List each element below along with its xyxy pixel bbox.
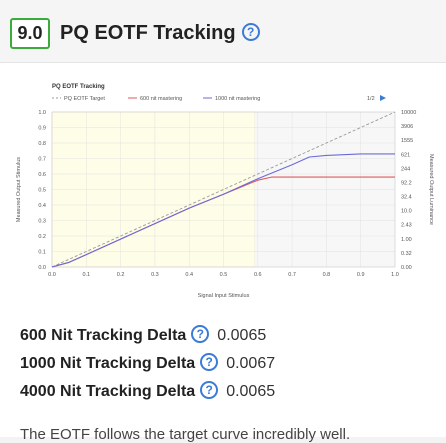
- y2-tick-label: 3906: [401, 124, 413, 130]
- description-text: The EOTF follows the target curve incred…: [20, 426, 351, 443]
- y2-tick-label: 0.00: [401, 265, 412, 271]
- y-tick-label: 0.7: [38, 157, 46, 163]
- y2-tick-label: 10.0: [401, 209, 412, 215]
- x-tick-label: 0.1: [82, 272, 90, 278]
- section-header: 9.0 PQ EOTF Tracking?: [0, 0, 446, 63]
- metric-label: 600 Nit Tracking Delta: [20, 327, 187, 344]
- metric-1000-nit: 1000 Nit Tracking Delta? 0.0067: [20, 350, 275, 378]
- legend-label: 600 nit mastering: [140, 96, 182, 102]
- x-axis-label: Signal Input Stimulus: [198, 293, 250, 299]
- series-line-0: [51, 111, 396, 268]
- next-page-icon[interactable]: [380, 95, 386, 101]
- section-title: PQ EOTF Tracking?: [60, 19, 260, 47]
- y-tick-label: 0.0: [38, 265, 46, 271]
- eotf-chart: PQ EOTF Tracking PQ EOTF Target 600 nit ma…: [10, 74, 434, 314]
- y-tick-label: 0.2: [38, 234, 46, 240]
- metric-600-nit: 600 Nit Tracking Delta? 0.0065: [20, 322, 275, 350]
- y-tick-label: 0.4: [38, 203, 46, 209]
- y2-tick-label: 10000: [401, 110, 416, 116]
- y-tick-label: 0.9: [38, 126, 46, 132]
- y2-tick-label: 32.4: [401, 195, 412, 201]
- plot-frame: [51, 111, 396, 268]
- x-tick-label: 0.6: [254, 272, 262, 278]
- y-tick-label: 0.8: [38, 141, 46, 147]
- y2-tick-label: 1555: [401, 138, 413, 144]
- x-tick-label: 0.2: [117, 272, 125, 278]
- help-icon[interactable]: ?: [200, 380, 219, 399]
- legend-label: 1000 nit mastering: [215, 96, 260, 102]
- x-tick-label: 0.5: [220, 272, 228, 278]
- metric-value: 0.0067: [226, 355, 276, 372]
- y2-tick-label: 2.43: [401, 223, 412, 229]
- metric-4000-nit: 4000 Nit Tracking Delta? 0.0065: [20, 378, 275, 406]
- chart-title: PQ EOTF Tracking: [52, 84, 105, 90]
- help-icon[interactable]: ?: [241, 22, 260, 41]
- eotf-chart-svg: PQ EOTF Tracking PQ EOTF Target 600 nit ma…: [16, 84, 434, 299]
- score-badge: 9.0: [10, 18, 50, 49]
- y2-tick-label: 0.32: [401, 251, 412, 257]
- y-tick-label: 0.6: [38, 172, 46, 178]
- help-icon[interactable]: ?: [200, 352, 219, 371]
- y-tick-label: 0.5: [38, 188, 46, 194]
- y-tick-label: 0.3: [38, 219, 46, 225]
- x-tick-label: 1.0: [391, 272, 399, 278]
- metric-value: 0.0065: [217, 327, 267, 344]
- x-tick-label: 0.4: [185, 272, 193, 278]
- y2-tick-label: 244: [401, 166, 410, 172]
- x-tick-label: 0.9: [357, 272, 365, 278]
- x-tick-label: 0.0: [48, 272, 56, 278]
- y-axis-label: Measured Output Stimulus: [16, 157, 22, 222]
- y2-tick-label: 92.2: [401, 180, 412, 186]
- metrics-list: 600 Nit Tracking Delta? 0.0065 1000 Nit T…: [20, 322, 275, 406]
- x-tick-label: 0.8: [323, 272, 331, 278]
- x-tick-label: 0.7: [288, 272, 296, 278]
- y-tick-label: 1.0: [38, 110, 46, 116]
- help-icon[interactable]: ?: [191, 324, 210, 343]
- y-tick-label: 0.1: [38, 250, 46, 256]
- x-tick-label: 0.3: [151, 272, 159, 278]
- metric-label: 1000 Nit Tracking Delta: [20, 355, 196, 372]
- chart-page-indicator: 1/2: [367, 96, 375, 102]
- legend-label: PQ EOTF Target: [64, 96, 105, 102]
- section-title-text: PQ EOTF Tracking: [60, 22, 236, 44]
- y2-tick-label: 621: [401, 152, 410, 158]
- y2-tick-label: 1.00: [401, 237, 412, 243]
- metric-value: 0.0065: [226, 383, 276, 400]
- series-line-2: [51, 153, 395, 268]
- y2-axis-label: Measured Output Luminance: [428, 154, 434, 225]
- metric-label: 4000 Nit Tracking Delta: [20, 383, 196, 400]
